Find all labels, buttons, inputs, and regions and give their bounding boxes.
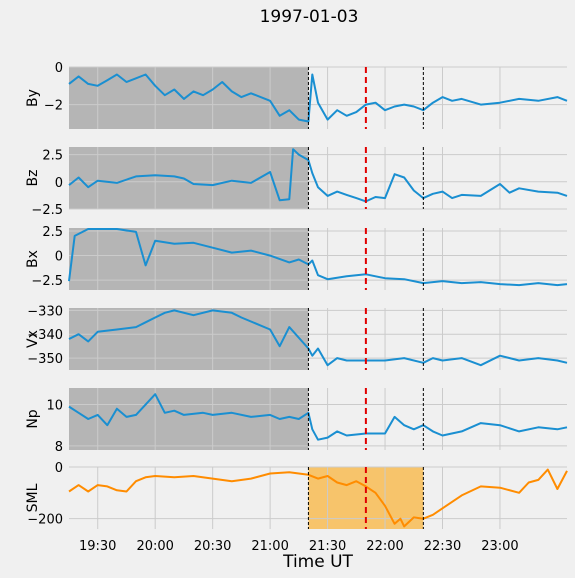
panels: 0−2By2.50−2.5Bz2.50−2.5Bx−330−340−350Vx1… — [25, 61, 568, 529]
series-line-sml — [68, 468, 568, 528]
y-axis-label: Bx — [25, 250, 41, 268]
y-tick-label: −2.5 — [31, 274, 63, 289]
y-axis-label: By — [25, 89, 41, 107]
x-tick-labels: 19:30 20:00 20:30 21:00 21:30 22:00 22:30 23:00 — [79, 539, 519, 554]
y-tick-label: 2.5 — [42, 225, 63, 240]
shaded-region — [69, 67, 309, 129]
y-axis-label: Np — [25, 409, 41, 428]
y-tick-label: −2.5 — [31, 203, 63, 218]
y-tick-label: −340 — [27, 328, 63, 343]
x-tick-label: 20:00 — [136, 539, 173, 554]
y-tick-label: −350 — [27, 352, 63, 367]
panel-by: 0 −2By — [25, 61, 568, 129]
x-axis-label: Time UT — [282, 552, 353, 572]
series-line-bx — [68, 228, 568, 287]
y-axis-label: SML — [25, 483, 41, 512]
series-line-bz — [68, 148, 568, 203]
y-tick-label: 0 — [55, 61, 63, 76]
x-tick-label: 20:30 — [194, 539, 231, 554]
x-tick-label: 21:30 — [309, 539, 346, 554]
y-tick-label: 0 — [55, 176, 63, 191]
panel-bz: 2.5 0 −2.5 Bz — [25, 147, 568, 218]
y-tick-label: −330 — [27, 304, 63, 319]
series-line-by — [68, 73, 568, 123]
y-axis-label: Bz — [25, 170, 41, 187]
shaded-region — [69, 228, 309, 290]
shaded-region — [69, 147, 309, 209]
x-tick-label: 22:00 — [366, 539, 403, 554]
panel-vx: −330 −340 −350 Vx — [25, 304, 568, 370]
x-tick-label: 19:30 — [79, 539, 116, 554]
panel-np: 10 8 Np — [25, 388, 568, 455]
y-tick-label: −2 — [44, 99, 63, 114]
shaded-region — [69, 308, 309, 370]
x-tick-label: 23:00 — [481, 539, 518, 554]
y-tick-label: 8 — [55, 440, 63, 455]
panel-bx: 2.5 0 −2.5 Bx — [25, 225, 568, 290]
y-tick-label: 10 — [46, 399, 63, 414]
chart-title: 1997-01-03 — [260, 7, 359, 27]
x-tick-label: 21:00 — [251, 539, 288, 554]
x-tick-label: 22:30 — [424, 539, 461, 554]
y-tick-label: 0 — [55, 250, 63, 265]
y-tick-label: −200 — [27, 513, 63, 528]
y-tick-label: 2.5 — [42, 149, 63, 164]
y-tick-label: 0 — [55, 461, 63, 476]
shaded-region — [69, 388, 309, 450]
series-line-np — [68, 393, 568, 441]
y-axis-label: Vx — [25, 330, 41, 348]
series-line-vx — [68, 309, 568, 367]
